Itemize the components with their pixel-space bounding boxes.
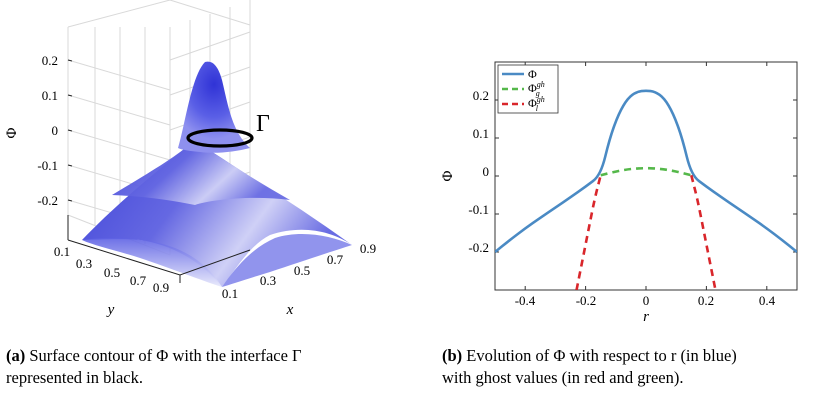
x-tick-label: 0.1 bbox=[222, 286, 238, 301]
y-tick-label: 0.5 bbox=[104, 265, 120, 280]
surface-cap bbox=[112, 140, 290, 205]
legend-phi-l-sub: l bbox=[536, 104, 539, 113]
x-tick-label: 0.4 bbox=[759, 293, 776, 308]
legend-phi-g-sup: gh bbox=[537, 80, 545, 89]
phi-surface bbox=[82, 61, 352, 287]
x-tick-label: 0.5 bbox=[294, 263, 310, 278]
series-phi-ghost-l-right bbox=[690, 174, 717, 290]
x-tick-label: 0.2 bbox=[698, 293, 714, 308]
y-axis-label: Φ bbox=[440, 170, 456, 181]
legend-phi-g-base: Φ bbox=[528, 81, 537, 95]
interface-gamma bbox=[186, 128, 254, 148]
legend-phi-g-sub: g bbox=[536, 89, 540, 98]
front-axes bbox=[67, 215, 251, 283]
x-axis-label: r bbox=[643, 309, 649, 325]
caption-b: (b) Evolution of Φ with respect to r (in… bbox=[442, 345, 834, 389]
x-tick-label: 0.7 bbox=[327, 252, 344, 267]
legend-label-phi: Φ bbox=[528, 67, 537, 81]
x-tick-label: 0.9 bbox=[360, 241, 376, 256]
gamma-annotation: Γ bbox=[256, 111, 270, 137]
caption-b-tag: (b) bbox=[442, 346, 463, 365]
y-tick-label: 0.2 bbox=[473, 88, 489, 103]
tick-marks bbox=[495, 62, 797, 290]
x-tick-label: -0.4 bbox=[515, 293, 536, 308]
z-tick-marks bbox=[67, 59, 73, 202]
y-tick-label: 0 bbox=[483, 164, 490, 179]
caption-a-text2: represented in black. bbox=[6, 368, 143, 387]
z-tick-label: -0.2 bbox=[37, 193, 58, 208]
series-phi-ghost-l-left bbox=[575, 174, 602, 290]
y-tick-label: 0.9 bbox=[153, 280, 169, 295]
legend-label-phi-l: Φgh l bbox=[528, 95, 545, 113]
caption-a: (a) Surface contour of Φ with the interf… bbox=[6, 345, 406, 389]
caption-a-tag: (a) bbox=[6, 346, 26, 365]
line-chart: 0.2 0.1 0 -0.1 -0.2 Φ -0.4 -0.2 0 0.2 0.… bbox=[440, 61, 798, 325]
z-tick-label: 0 bbox=[52, 123, 59, 138]
caption-b-text: Evolution of Φ with respect to r (in blu… bbox=[466, 346, 737, 365]
z-axis-label: Φ bbox=[4, 127, 20, 138]
x-tick-label: 0.3 bbox=[260, 273, 276, 288]
y-tick-label: 0.1 bbox=[473, 126, 489, 141]
legend-phi-l-base: Φ bbox=[528, 96, 537, 110]
z-tick-label: 0.2 bbox=[42, 53, 58, 68]
surface-skirt bbox=[82, 140, 352, 287]
x-axis-label: x bbox=[286, 302, 294, 318]
surface-right bbox=[222, 234, 352, 287]
x-tick-label: -0.2 bbox=[576, 293, 597, 308]
y-tick-label: 0.3 bbox=[76, 256, 92, 271]
y-axis-label: y bbox=[106, 302, 115, 318]
series-phi bbox=[495, 89, 797, 254]
caption-b-text2: with ghost values (in red and green). bbox=[442, 368, 684, 387]
z-tick-label: 0.1 bbox=[42, 88, 58, 103]
legend-phi-l-sup: gh bbox=[537, 95, 545, 104]
y-tick-label: -0.2 bbox=[468, 240, 489, 255]
caption-a-text: Surface contour of Φ with the interface … bbox=[29, 346, 302, 365]
surface-front bbox=[82, 238, 222, 287]
x-tick-label: 0 bbox=[643, 293, 650, 308]
y-tick-label: -0.1 bbox=[468, 202, 489, 217]
legend-label-phi-g: Φgh g bbox=[528, 80, 545, 98]
surface-plot: 0.2 0.1 0 -0.1 -0.2 Φ 0.1 0.3 0.5 0.7 0.… bbox=[4, 0, 376, 318]
series-phi-ghost-g bbox=[600, 166, 692, 177]
y-tick-label: 0.7 bbox=[130, 273, 147, 288]
series-group bbox=[495, 89, 797, 290]
legend: Φ Φgh g Φgh l bbox=[497, 64, 559, 114]
y-tick-label: 0.1 bbox=[54, 244, 70, 259]
z-tick-label: -0.1 bbox=[37, 158, 58, 173]
